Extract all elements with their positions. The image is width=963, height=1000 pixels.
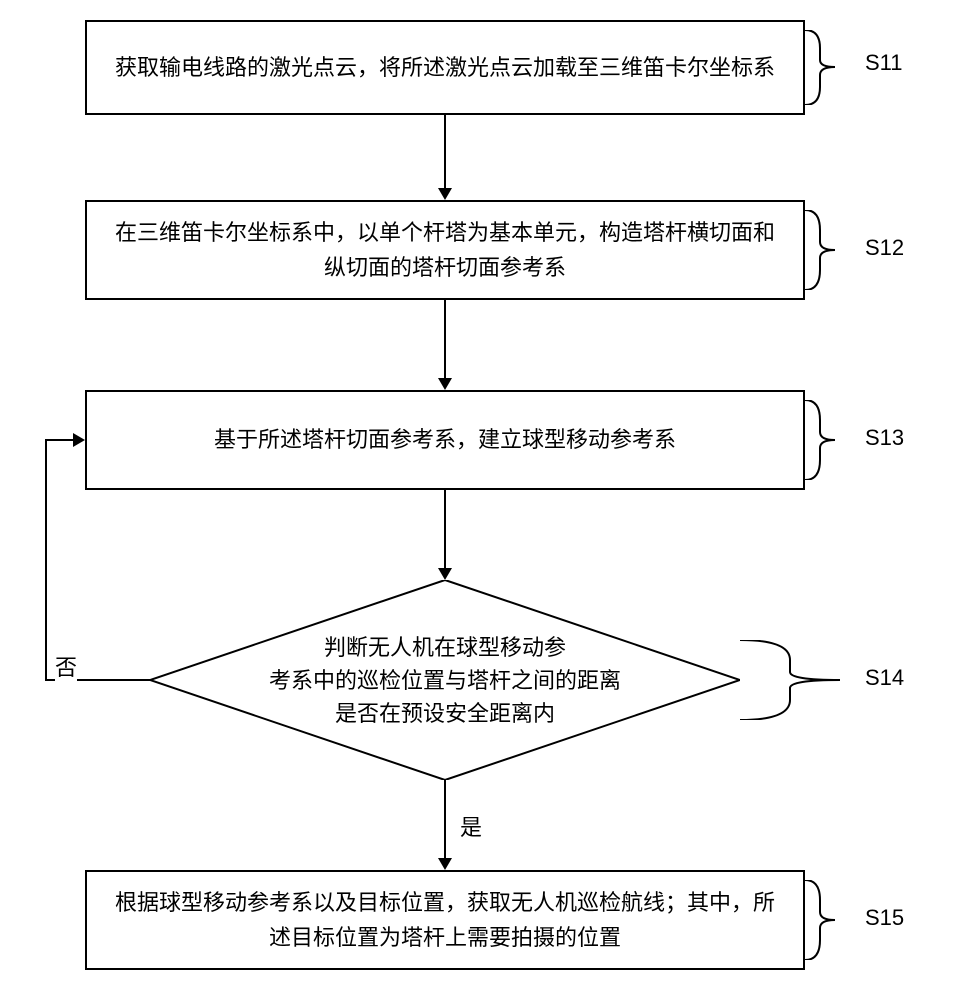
arrow-s14-s15: [444, 780, 446, 858]
step-s12-label: S12: [865, 235, 904, 261]
step-s14-label: S14: [865, 665, 904, 691]
bracket-s15: [805, 880, 865, 960]
arrowhead-s13-s14: [438, 568, 452, 580]
step-s13-text: 基于所述塔杆切面参考系，建立球型移动参考系: [214, 422, 676, 457]
step-s11-box: 获取输电线路的激光点云，将所述激光点云加载至三维笛卡尔坐标系: [85, 20, 805, 115]
arrowhead-s12-s13: [438, 378, 452, 390]
arrow-s11-s12: [444, 115, 446, 188]
no-label: 否: [55, 650, 77, 682]
step-s12-text: 在三维笛卡尔坐标系中，以单个杆塔为基本单元，构造塔杆横切面和纵切面的塔杆切面参考…: [107, 215, 783, 285]
bracket-s14: [740, 640, 865, 720]
arrow-s13-s14: [444, 490, 446, 568]
step-s11-text: 获取输电线路的激光点云，将所述激光点云加载至三维笛卡尔坐标系: [115, 50, 775, 85]
bracket-s12: [805, 210, 865, 290]
step-s14-text: 判断无人机在球型移动参 考系中的巡检位置与塔杆之间的距离 是否在预设安全距离内: [209, 631, 681, 730]
yes-label: 是: [460, 810, 482, 842]
arrowhead-no: [73, 433, 85, 447]
no-branch-h2: [45, 439, 73, 441]
step-s13-label: S13: [865, 425, 904, 451]
step-s12-box: 在三维笛卡尔坐标系中，以单个杆塔为基本单元，构造塔杆横切面和纵切面的塔杆切面参考…: [85, 200, 805, 300]
step-s14-diamond: 判断无人机在球型移动参 考系中的巡检位置与塔杆之间的距离 是否在预设安全距离内: [150, 580, 740, 780]
arrowhead-s11-s12: [438, 188, 452, 200]
step-s15-box: 根据球型移动参考系以及目标位置，获取无人机巡检航线；其中，所述目标位置为塔杆上需…: [85, 870, 805, 970]
bracket-s11: [805, 30, 865, 105]
step-s15-label: S15: [865, 905, 904, 931]
no-branch-v: [45, 440, 47, 681]
bracket-s13: [805, 400, 865, 480]
step-s13-box: 基于所述塔杆切面参考系，建立球型移动参考系: [85, 390, 805, 490]
flowchart-container: 获取输电线路的激光点云，将所述激光点云加载至三维笛卡尔坐标系 S11 在三维笛卡…: [0, 0, 963, 1000]
step-s11-label: S11: [865, 50, 903, 76]
arrowhead-s14-s15: [438, 858, 452, 870]
arrow-s12-s13: [444, 300, 446, 378]
step-s15-text: 根据球型移动参考系以及目标位置，获取无人机巡检航线；其中，所述目标位置为塔杆上需…: [107, 885, 783, 955]
